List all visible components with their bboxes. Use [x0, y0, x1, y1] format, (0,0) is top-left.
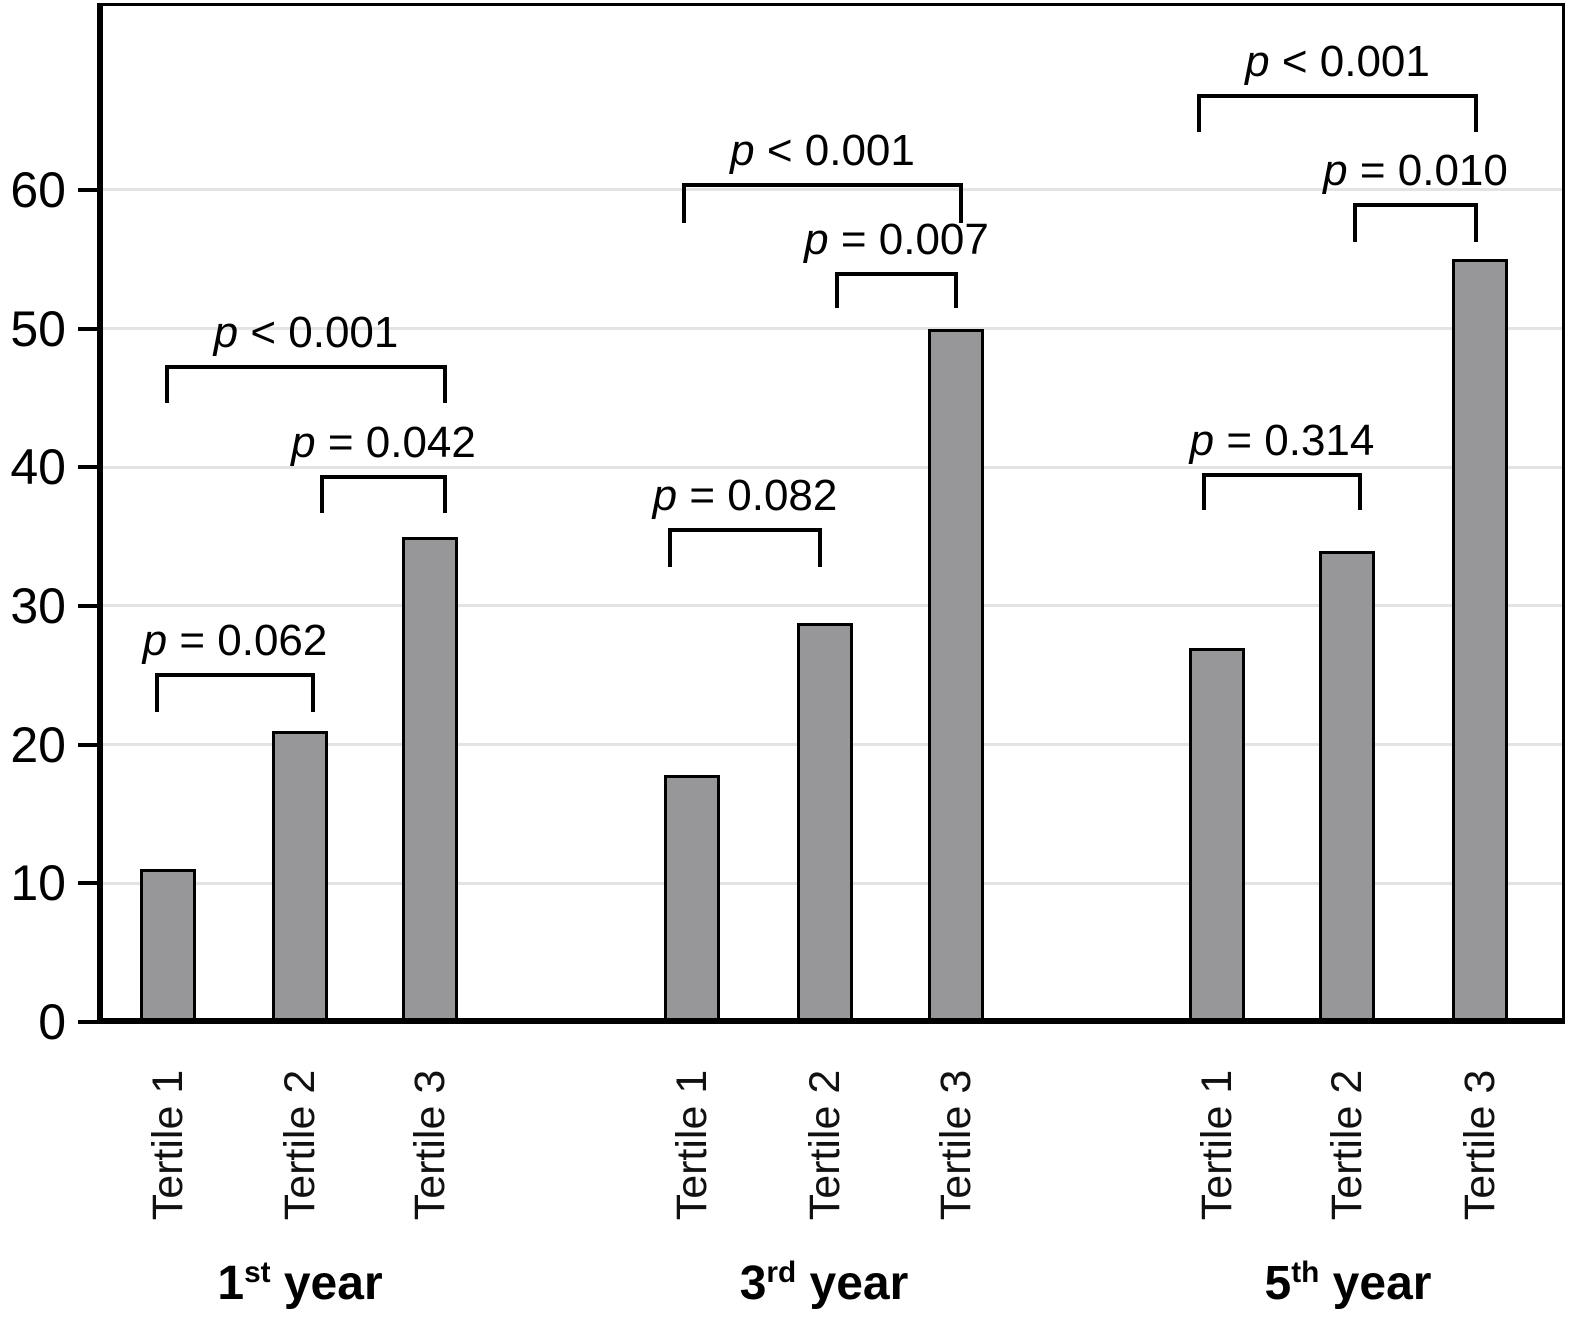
- p-value-label: p = 0.062: [142, 616, 328, 665]
- significance-bracket: [682, 183, 963, 223]
- group-label: 5th year: [1264, 1256, 1432, 1310]
- significance-bracket: [1197, 94, 1478, 132]
- gridline-y60: [103, 188, 1562, 192]
- gridline-y30: [103, 604, 1562, 608]
- p-value-label: p = 0.082: [652, 471, 838, 520]
- y-axis-label-0: 0: [38, 994, 66, 1050]
- significance-bracket: [1353, 203, 1478, 242]
- bar-tertile-1: [1189, 648, 1245, 1022]
- x-tick-label: Tertile 3: [1456, 1069, 1504, 1221]
- p-value-label: p < 0.001: [730, 126, 915, 175]
- gridline-y40: [103, 465, 1562, 469]
- significance-bracket: [668, 528, 822, 567]
- bar-tertile-1: [140, 869, 196, 1022]
- x-tick-label: Tertile 3: [932, 1069, 980, 1221]
- significance-bracket: [155, 673, 315, 712]
- significance-bracket: [320, 475, 447, 513]
- x-tick-label: Tertile 1: [144, 1069, 192, 1221]
- group-label: 1st year: [217, 1256, 383, 1310]
- p-value-label: p < 0.001: [213, 308, 399, 357]
- bar-tertile-3: [1452, 259, 1508, 1022]
- x-tick-label: Tertile 2: [276, 1069, 324, 1221]
- ordinal-suffix: st: [244, 1256, 271, 1289]
- x-tick-label: Tertile 3: [406, 1069, 454, 1221]
- x-tick-label: Tertile 2: [801, 1069, 849, 1221]
- y-axis-label-50: 50: [10, 300, 66, 357]
- y-axis-tick-30: [78, 603, 103, 608]
- x-tick-label: Tertile 1: [1193, 1069, 1241, 1221]
- y-axis-tick-40: [78, 465, 103, 470]
- p-value-label: p < 0.001: [1245, 37, 1430, 86]
- significance-bracket: [1202, 473, 1362, 510]
- y-axis-label-10: 10: [10, 855, 66, 912]
- x-tick-label: Tertile 2: [1323, 1069, 1371, 1221]
- y-axis-label-40: 40: [10, 439, 66, 496]
- y-axis-tick-10: [78, 881, 103, 886]
- y-axis-tick-20: [78, 742, 103, 747]
- y-axis-tick-60: [78, 187, 103, 192]
- p-value-label: p = 0.042: [291, 418, 476, 467]
- y-axis-label-60: 60: [10, 161, 66, 218]
- ordinal-suffix: th: [1291, 1256, 1320, 1289]
- gridline-y50: [103, 327, 1562, 331]
- plot-frame: [97, 3, 1565, 1024]
- y-axis-label-20: 20: [10, 716, 66, 773]
- y-axis-tick-50: [78, 326, 103, 331]
- significance-bracket: [165, 365, 447, 403]
- group-label: 3rd year: [739, 1256, 909, 1310]
- bar-tertile-2: [797, 623, 853, 1022]
- bar-tertile-3: [402, 537, 458, 1022]
- p-value-label: p = 0.314: [1189, 416, 1375, 465]
- bar-tertile-1: [664, 775, 720, 1022]
- bar-tertile-2: [1319, 551, 1375, 1022]
- significance-bracket: [835, 272, 958, 308]
- bar-tertile-3: [928, 329, 984, 1022]
- y-axis-tick-0: [78, 1020, 103, 1024]
- ordinal-suffix: rd: [766, 1256, 797, 1289]
- y-axis-label-30: 30: [10, 577, 66, 634]
- p-value-label: p = 0.010: [1323, 146, 1508, 195]
- p-value-label: p = 0.007: [804, 215, 989, 264]
- x-tick-label: Tertile 1: [668, 1069, 716, 1221]
